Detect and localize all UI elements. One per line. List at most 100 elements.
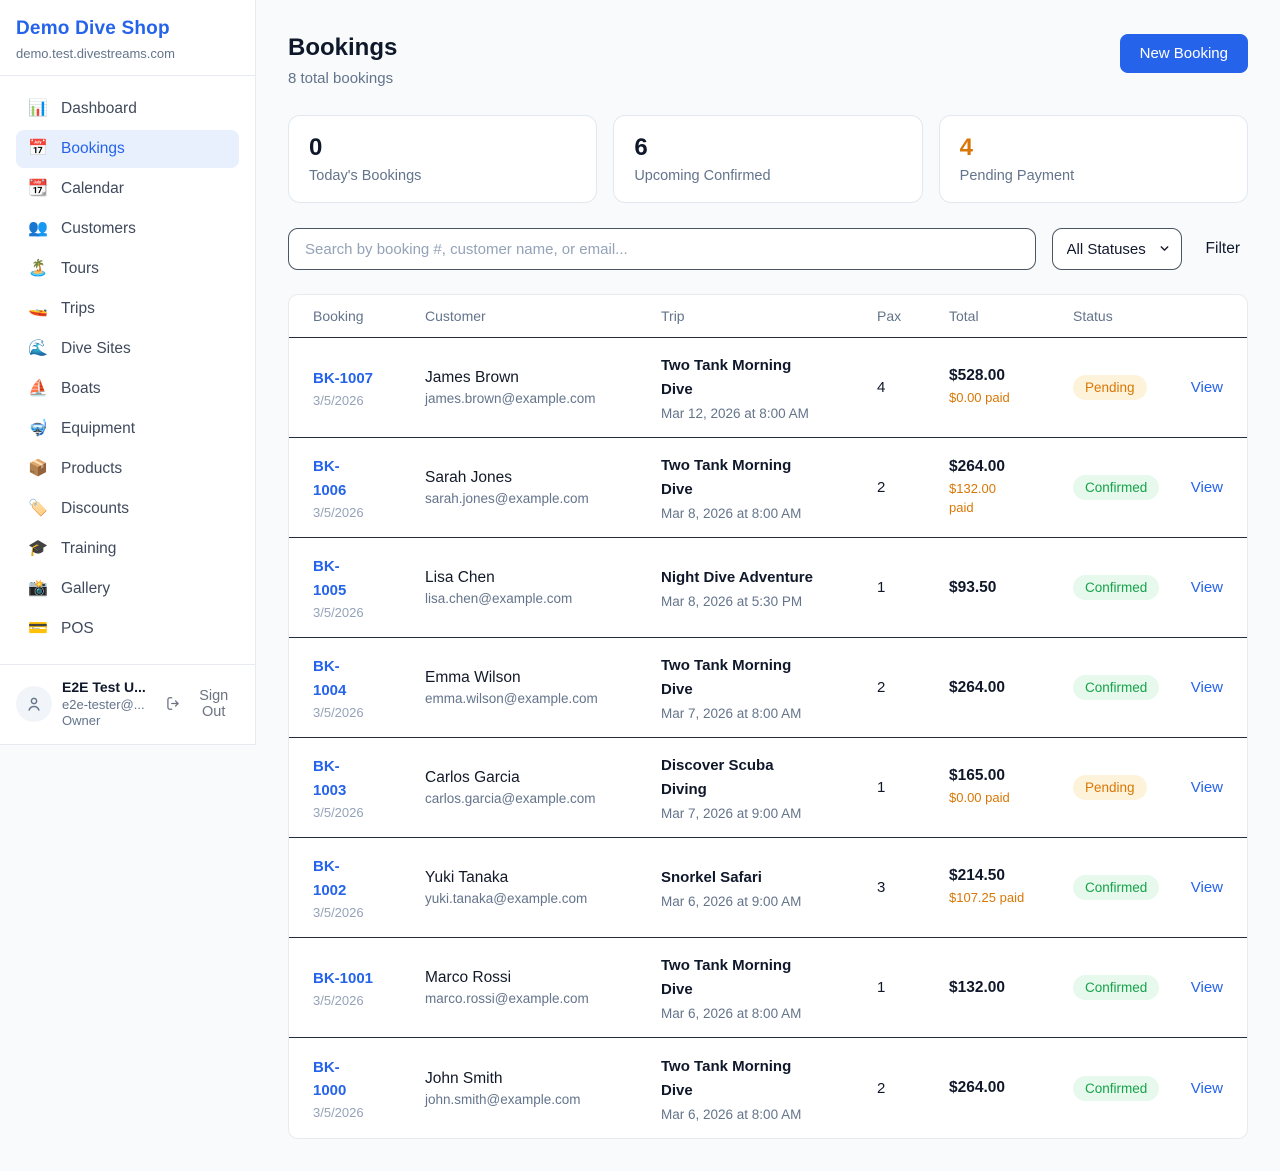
camera-icon: 📸 bbox=[28, 580, 48, 597]
view-link[interactable]: View bbox=[1190, 479, 1223, 496]
booking-date: 3/5/2026 bbox=[313, 904, 364, 920]
brand-domain: demo.test.divestreams.com bbox=[16, 46, 175, 61]
table-row: BK- 1003 3/5/2026 Carlos Garcia carlos.g… bbox=[289, 738, 1247, 838]
customer-email: john.smith@example.com bbox=[425, 1091, 581, 1107]
page-title: Bookings bbox=[288, 34, 398, 61]
column-header-status: Status bbox=[1073, 308, 1113, 324]
trip-datetime: Mar 8, 2026 at 5:30 PM bbox=[661, 594, 803, 609]
table-row: BK-1007 3/5/2026 James Brown james.brown… bbox=[289, 338, 1247, 438]
user-name: E2E Test U... bbox=[62, 679, 146, 695]
booking-id-link[interactable]: BK- 1000 bbox=[313, 1058, 347, 1099]
sidebar-item-tours[interactable]: 🏝️ Tours bbox=[28, 260, 99, 277]
table-row: BK- 1000 3/5/2026 John Smith john.smith@… bbox=[289, 1038, 1247, 1138]
user-role: Owner bbox=[62, 713, 101, 728]
booking-id-link[interactable]: BK- 1005 bbox=[313, 558, 347, 599]
paid-amount: $132.00 paid bbox=[949, 480, 996, 515]
booking-id-link[interactable]: BK- 1004 bbox=[313, 658, 347, 699]
customer-name: Yuki Tanaka bbox=[425, 869, 509, 886]
paid-amount: $107.25 paid bbox=[949, 890, 1025, 906]
sidebar-item-products[interactable]: 📦 Products bbox=[28, 460, 123, 477]
booking-id-link[interactable]: BK- 1002 bbox=[313, 858, 347, 899]
booking-id-link[interactable]: BK-1001 bbox=[313, 969, 374, 987]
view-link[interactable]: View bbox=[1190, 379, 1223, 396]
customer-email: james.brown@example.com bbox=[425, 391, 596, 406]
page-subtitle: 8 total bookings bbox=[288, 70, 394, 87]
package-icon: 📦 bbox=[28, 460, 48, 477]
sign-out-button[interactable]: Sign Out bbox=[166, 688, 239, 720]
column-header-total: Total bbox=[949, 308, 979, 324]
trip-name: Discover Scuba Diving bbox=[661, 757, 774, 798]
trip-datetime: Mar 8, 2026 at 8:00 AM bbox=[661, 506, 802, 521]
sidebar-item-dive-sites[interactable]: 🌊 Dive Sites bbox=[28, 340, 131, 357]
customer-name: Emma Wilson bbox=[425, 669, 521, 686]
sidebar-item-customers[interactable]: 👥 Customers bbox=[28, 220, 136, 237]
sidebar-item-pos[interactable]: 💳 POS bbox=[28, 620, 94, 637]
trip-datetime: Mar 6, 2026 at 8:00 AM bbox=[661, 1106, 802, 1122]
pax-count: 2 bbox=[877, 679, 886, 696]
status-select[interactable]: All Statuses bbox=[1051, 228, 1182, 270]
stat-value: 4 bbox=[959, 134, 974, 161]
booking-id-link[interactable]: BK-1007 bbox=[313, 369, 374, 387]
paid-amount: $0.00 paid bbox=[949, 790, 1010, 806]
view-link[interactable]: View bbox=[1190, 779, 1223, 796]
sidebar-item-discounts[interactable]: 🏷️ Discounts bbox=[28, 500, 130, 517]
credit-card-icon: 💳 bbox=[28, 620, 48, 637]
table-row: BK- 1004 3/5/2026 Emma Wilson emma.wilso… bbox=[289, 638, 1247, 738]
customer-email: sarah.jones@example.com bbox=[425, 491, 589, 506]
brand-name: Demo Dive Shop bbox=[16, 18, 170, 39]
user-email: e2e-tester@... bbox=[62, 697, 145, 712]
column-header-customer: Customer bbox=[425, 308, 486, 324]
avatar bbox=[16, 685, 52, 722]
island-icon: 🏝️ bbox=[28, 260, 48, 277]
customer-name: Carlos Garcia bbox=[425, 769, 520, 786]
customer-email: lisa.chen@example.com bbox=[425, 591, 573, 606]
total-amount: $264.00 bbox=[949, 1079, 1006, 1096]
sidebar-item-trips[interactable]: 🚤 Trips bbox=[28, 300, 95, 317]
booking-date: 3/5/2026 bbox=[313, 604, 364, 620]
search-input[interactable] bbox=[288, 228, 1036, 270]
brand-block: Demo Dive Shop demo.test.divestreams.com bbox=[0, 0, 255, 76]
sidebar-item-boats[interactable]: ⛵ Boats bbox=[28, 380, 101, 397]
logout-icon bbox=[167, 697, 179, 710]
column-header-pax: Pax bbox=[877, 308, 902, 324]
column-header-trip: Trip bbox=[661, 308, 685, 324]
status-badge: Pending bbox=[1073, 375, 1147, 400]
pax-count: 3 bbox=[877, 879, 886, 896]
booking-id-link[interactable]: BK- 1006 bbox=[313, 458, 347, 499]
view-link[interactable]: View bbox=[1190, 1079, 1223, 1097]
sidebar-item-dashboard[interactable]: 📊 Dashboard bbox=[28, 100, 137, 117]
speedboat-icon: 🚤 bbox=[28, 300, 48, 317]
view-link[interactable]: View bbox=[1190, 679, 1223, 696]
trip-datetime: Mar 12, 2026 at 8:00 AM bbox=[661, 406, 809, 421]
table-row: BK- 1005 3/5/2026 Lisa Chen lisa.chen@ex… bbox=[289, 538, 1247, 638]
booking-date: 3/5/2026 bbox=[313, 393, 364, 409]
sidebar-item-training[interactable]: 🎓 Training bbox=[28, 540, 117, 557]
stat-value: 6 bbox=[634, 134, 648, 161]
status-select-wrap: All Statuses bbox=[1051, 228, 1182, 270]
view-link[interactable]: View bbox=[1190, 879, 1223, 896]
new-booking-button[interactable]: New Booking bbox=[1119, 34, 1248, 73]
stat-label: Pending Payment bbox=[959, 168, 1075, 184]
booking-id-link[interactable]: BK- 1003 bbox=[313, 758, 347, 799]
sidebar-item-gallery[interactable]: 📸 Gallery bbox=[28, 580, 111, 597]
view-link[interactable]: View bbox=[1190, 579, 1223, 596]
pax-count: 2 bbox=[877, 479, 886, 496]
page-header: Bookings 8 total bookings New Booking bbox=[288, 34, 1248, 87]
trip-name: Snorkel Safari bbox=[661, 869, 762, 886]
table-row: BK-1001 3/5/2026 Marco Rossi marco.rossi… bbox=[289, 938, 1247, 1038]
pax-count: 1 bbox=[877, 979, 886, 996]
booking-date: 3/5/2026 bbox=[313, 993, 364, 1009]
status-badge: Confirmed bbox=[1073, 1075, 1160, 1101]
people-icon: 👥 bbox=[28, 220, 48, 237]
calendar-icon: 📅 bbox=[28, 140, 48, 157]
filter-button[interactable]: Filter bbox=[1198, 240, 1248, 258]
sailboat-icon: ⛵ bbox=[28, 380, 48, 397]
booking-date: 3/5/2026 bbox=[313, 804, 364, 820]
sidebar-item-bookings[interactable]: 📅 Bookings bbox=[16, 130, 239, 168]
sidebar-item-equipment[interactable]: 🤿 Equipment bbox=[28, 420, 136, 437]
main-content: Bookings 8 total bookings New Booking 0 … bbox=[256, 0, 1280, 1171]
view-link[interactable]: View bbox=[1190, 979, 1223, 996]
sidebar-item-calendar[interactable]: 📆 Calendar bbox=[28, 180, 124, 197]
booking-date: 3/5/2026 bbox=[313, 1105, 364, 1121]
trip-datetime: Mar 6, 2026 at 9:00 AM bbox=[661, 894, 802, 909]
